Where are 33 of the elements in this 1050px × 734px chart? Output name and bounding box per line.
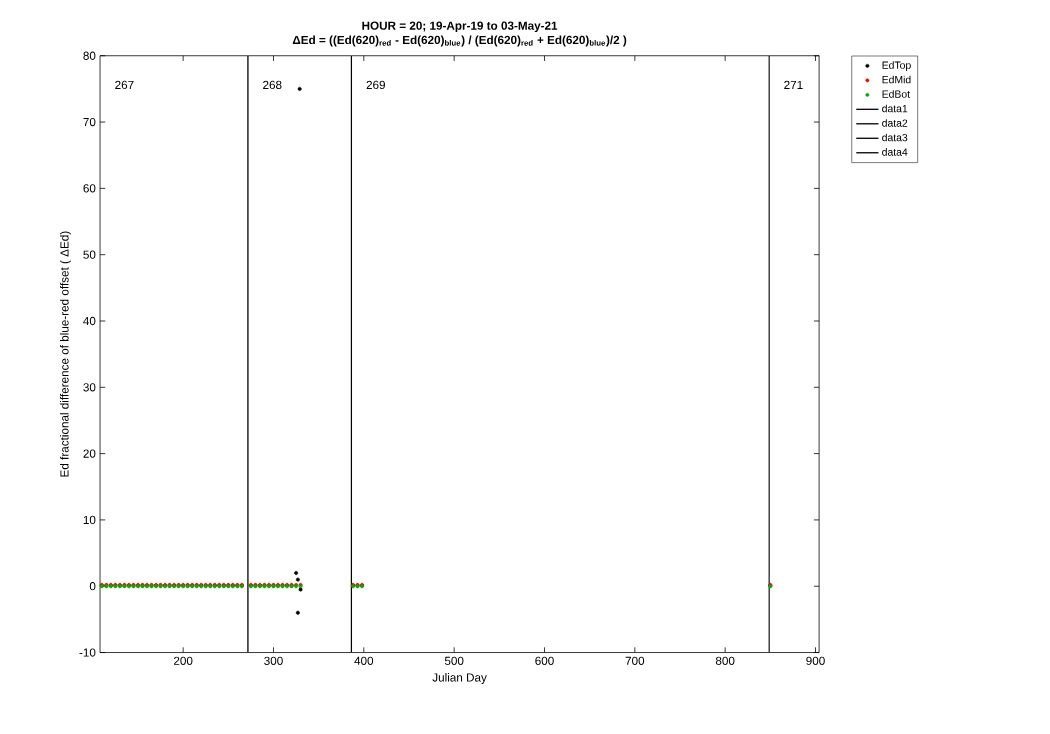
- y-axis-title: Ed fractional difference of blue-red offset ( ΔEd): [60, 231, 71, 477]
- y-tick-label: 60: [83, 184, 96, 193]
- x-tick-label: 500: [444, 656, 464, 666]
- legend-label: EdBot: [882, 90, 910, 98]
- annotation: 267: [115, 80, 134, 90]
- x-tick-label: 200: [173, 656, 193, 666]
- legend-label: data2: [882, 119, 908, 127]
- legend-label: EdMid: [882, 75, 911, 84]
- text: ΔEd = ((Ed(620)$_{red}$ - Ed(620)$_{blue}$) / (Ed(620)$_{red}$ + Ed(620)$_{blue}$)/2 ): [292, 35, 627, 47]
- x-axis-title: Julian Day: [432, 673, 487, 685]
- y-tick-label: 70: [83, 118, 96, 127]
- x-tick-label: 400: [354, 656, 374, 666]
- y-tick-label: 30: [83, 383, 96, 392]
- legend-label: data3: [882, 133, 908, 142]
- y-tick-label: 80: [83, 51, 96, 61]
- y-tick-label: 20: [83, 449, 96, 458]
- y-tick-label: 10: [83, 515, 96, 525]
- x-tick-label: 900: [806, 656, 825, 666]
- x-tick-label: 700: [625, 656, 645, 666]
- y-tick-label: 40: [83, 316, 96, 326]
- legend-label: data4: [882, 148, 908, 156]
- legend-label: EdTop: [882, 61, 911, 72]
- x-tick-label: 600: [535, 656, 554, 666]
- legend-label: data1: [882, 104, 908, 113]
- y-tick-label: 0: [89, 582, 96, 591]
- annotation: 268: [263, 80, 282, 90]
- chart-title: HOUR = 20; 19-Apr-19 to 03-May-21: [362, 21, 558, 33]
- annotation: 271: [784, 80, 803, 90]
- annotation: 269: [366, 80, 385, 90]
- x-tick-label: 300: [264, 656, 283, 666]
- x-tick-label: 800: [715, 656, 735, 666]
- y-tick-label: 50: [83, 250, 96, 259]
- y-tick-label: -10: [79, 648, 96, 657]
